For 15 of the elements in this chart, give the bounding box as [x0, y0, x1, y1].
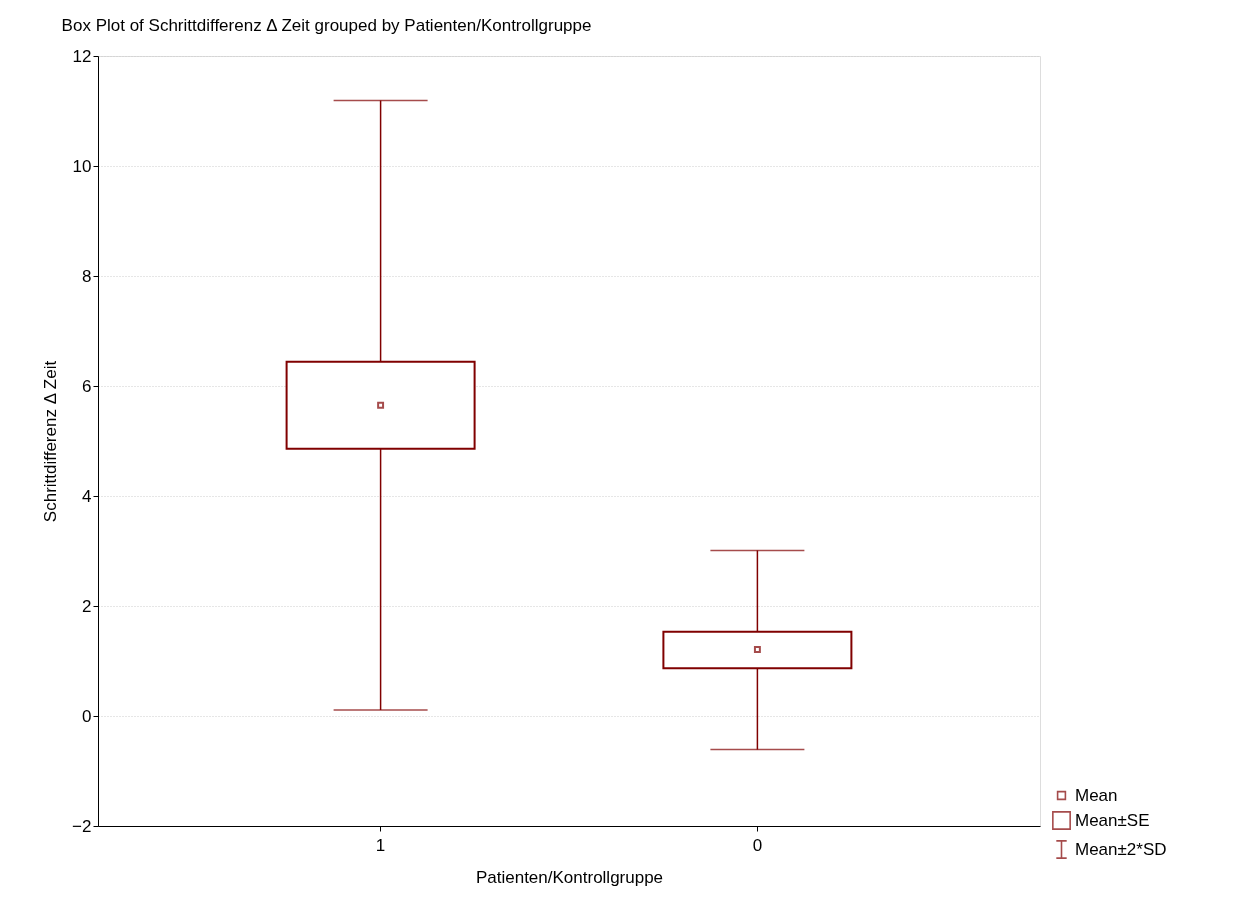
text: Mean±SE	[1075, 810, 1150, 830]
y-tick-label: 12	[72, 46, 92, 66]
y-tick-label: 6	[82, 376, 92, 396]
y-tick-label: 0	[82, 706, 92, 726]
x-tick-label: 1	[375, 835, 386, 855]
text: Mean±2*SD	[1075, 839, 1167, 859]
y-tick-label: 4	[82, 486, 92, 506]
y-tick-label: 8	[82, 266, 92, 286]
chart-title: Box Plot of Schrittdifferenz Δ Zeit grouped by Patienten/Kontrollgruppe	[61, 16, 592, 35]
y-tick-label: 10	[72, 156, 92, 176]
y-tick-label: −2	[72, 816, 92, 836]
y-axis-title: Schrittdifferenz Δ Zeit	[41, 360, 61, 523]
x-axis-title: Patienten/Kontrollgruppe	[475, 867, 664, 887]
y-tick-label: 2	[82, 596, 92, 616]
text: Mean	[1075, 785, 1118, 805]
